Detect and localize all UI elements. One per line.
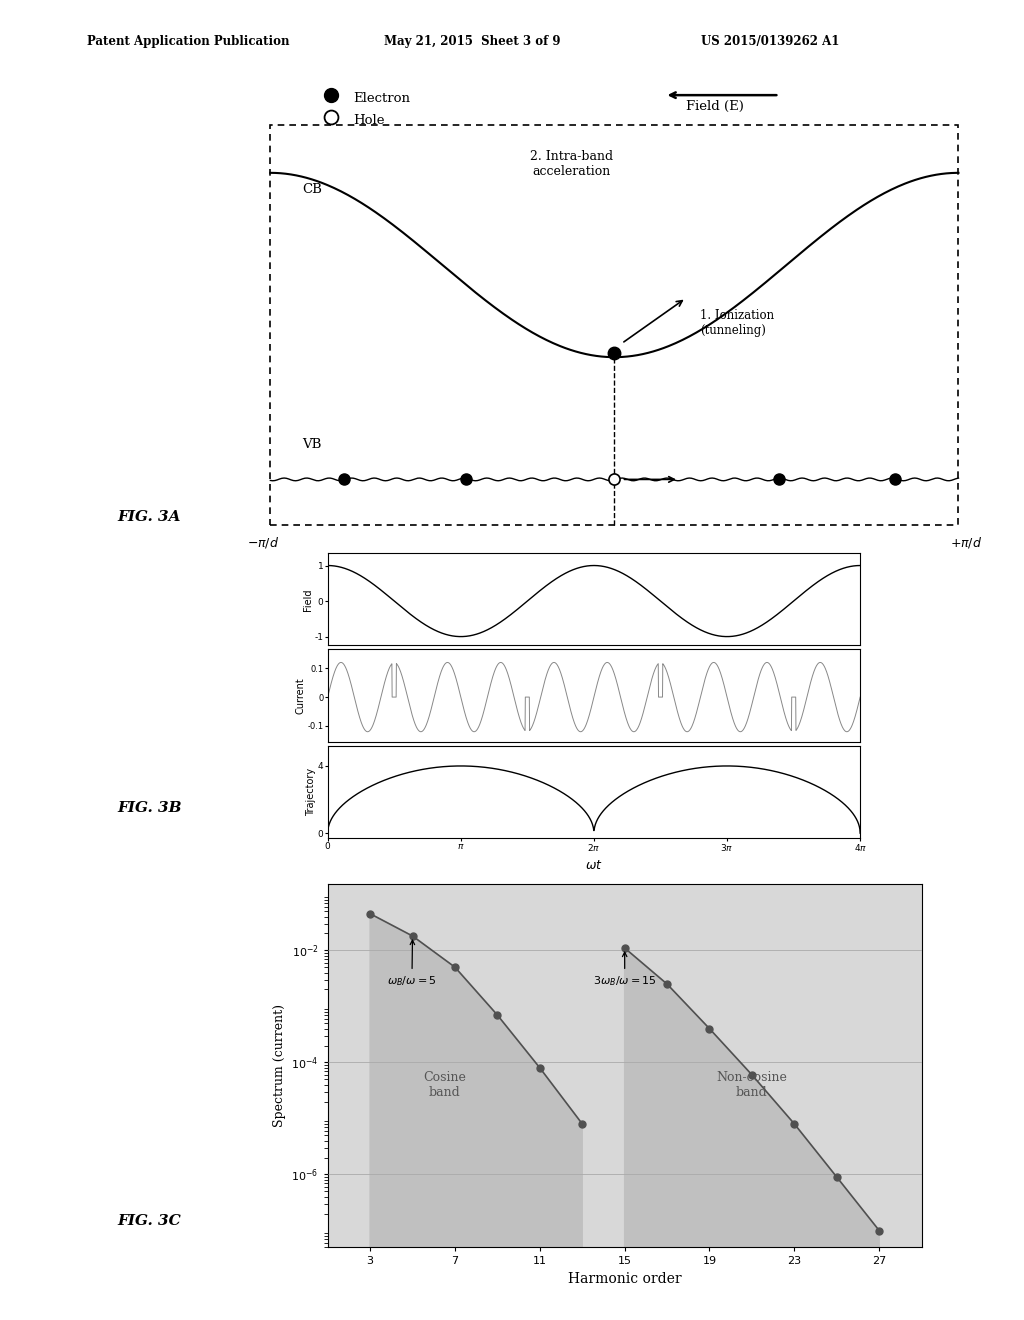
- Text: CB: CB: [303, 183, 323, 197]
- Y-axis label: Trajectory: Trajectory: [306, 768, 316, 816]
- Text: 2. Intra-band
acceleration: 2. Intra-band acceleration: [529, 150, 613, 178]
- Text: Patent Application Publication: Patent Application Publication: [87, 34, 290, 48]
- Text: FIG. 3A: FIG. 3A: [118, 511, 181, 524]
- Text: $\omega_B/\omega=5$: $\omega_B/\omega=5$: [387, 940, 437, 987]
- Text: US 2015/0139262 A1: US 2015/0139262 A1: [701, 34, 840, 48]
- Text: Cosine
band: Cosine band: [423, 1071, 466, 1098]
- Text: VB: VB: [303, 438, 322, 451]
- Text: 1. Ionization
(tunneling): 1. Ionization (tunneling): [700, 309, 774, 338]
- Text: FIG. 3C: FIG. 3C: [118, 1214, 181, 1228]
- Y-axis label: Spectrum (current): Spectrum (current): [272, 1005, 286, 1127]
- Text: May 21, 2015  Sheet 3 of 9: May 21, 2015 Sheet 3 of 9: [384, 34, 560, 48]
- Text: $3\omega_B/\omega=15$: $3\omega_B/\omega=15$: [593, 952, 656, 987]
- Text: Non-cosine
band: Non-cosine band: [717, 1071, 787, 1098]
- Text: Electron: Electron: [352, 92, 410, 106]
- Polygon shape: [370, 913, 583, 1287]
- Y-axis label: Field: Field: [303, 587, 313, 611]
- Polygon shape: [625, 948, 880, 1287]
- X-axis label: Harmonic order: Harmonic order: [568, 1272, 681, 1286]
- Text: Field (E): Field (E): [686, 100, 744, 114]
- Y-axis label: Current: Current: [296, 677, 306, 714]
- Text: Hole: Hole: [352, 114, 384, 127]
- Text: FIG. 3B: FIG. 3B: [118, 801, 182, 814]
- Text: $-\pi/d$: $-\pi/d$: [247, 535, 280, 549]
- X-axis label: $\omega t$: $\omega t$: [585, 859, 603, 873]
- Text: $+\pi/d$: $+\pi/d$: [949, 535, 982, 549]
